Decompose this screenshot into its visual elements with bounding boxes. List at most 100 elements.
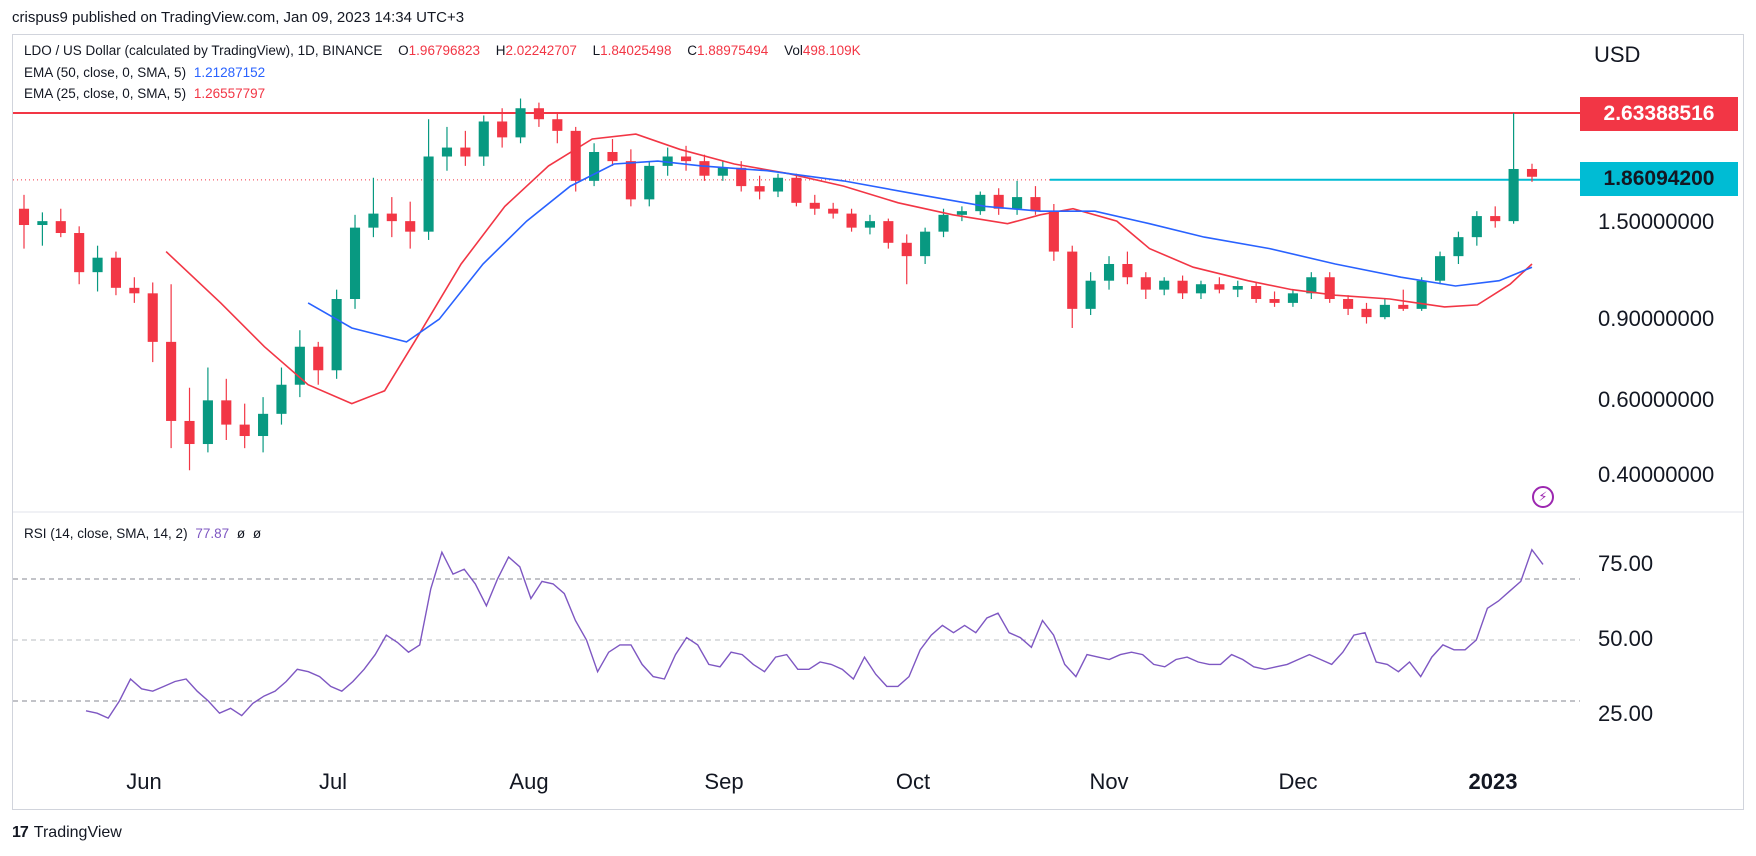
candle-body (313, 346, 324, 371)
candle-body (368, 213, 379, 228)
candle-body (405, 221, 416, 232)
rsi-tick-75: 75.00 (1598, 551, 1654, 576)
candle-body (478, 121, 489, 157)
candle-body (349, 227, 361, 300)
ema25-value: 1.26557797 (193, 86, 266, 101)
candle-body (37, 221, 48, 226)
low-value: 1.84025498 (600, 43, 672, 58)
ema50-value: 1.21287152 (193, 65, 266, 80)
candle-body (754, 186, 765, 192)
candle-body (589, 151, 600, 181)
candle-body (202, 400, 213, 445)
candle-body (993, 194, 1004, 209)
candle-body (864, 221, 876, 228)
candle-body (386, 213, 397, 222)
candle-body (1343, 299, 1354, 309)
candle-body (1214, 284, 1225, 290)
candle-body (699, 161, 710, 176)
rsi-pane (13, 548, 1580, 719)
candle-body (1361, 308, 1372, 318)
candle-body (1508, 168, 1519, 222)
candle-body (1251, 286, 1262, 300)
month-label-nov: Nov (1089, 769, 1129, 794)
candle-body (736, 167, 747, 187)
candle-body (1434, 256, 1446, 281)
candle-body (331, 299, 342, 371)
candle-body (1067, 251, 1078, 309)
candle-body (1306, 277, 1317, 294)
footer-brand[interactable]: 17 TradingView (12, 824, 122, 842)
candle-body (883, 221, 894, 243)
candle-body (772, 177, 784, 192)
current-price-tag: 1.86094200 (1580, 162, 1738, 196)
candle-body (1526, 168, 1538, 177)
candle-body (920, 231, 931, 257)
volume-label: Vol (784, 43, 803, 58)
candle-body (1269, 299, 1280, 303)
rsi-value: 77.87 (195, 526, 230, 541)
candle-body (1379, 304, 1390, 318)
chart-canvas[interactable] (13, 35, 1743, 809)
candle-body (294, 346, 305, 385)
candle-body (1122, 263, 1133, 278)
price-tick-1: 1.50000000 (1598, 209, 1715, 234)
price-pane (13, 98, 1743, 513)
month-label-jun: Jun (126, 769, 162, 794)
lightning-icon[interactable]: ⚡ (1532, 486, 1554, 508)
candle-body (625, 161, 636, 200)
candle-body (74, 233, 85, 273)
candle-body (1048, 211, 1059, 252)
ema50-label: EMA (50, close, 0, SMA, 5) (24, 65, 187, 80)
candle-body (791, 177, 802, 203)
ema50-line (307, 160, 1533, 343)
candle-body (846, 213, 857, 228)
ema25-label: EMA (25, close, 0, SMA, 5) (24, 86, 187, 101)
candle-body (1398, 304, 1409, 309)
candle-body (129, 287, 140, 294)
candle-body (680, 156, 692, 162)
open-value: 1.96796823 (408, 43, 480, 58)
candle-body (717, 167, 728, 176)
candle-body (552, 119, 563, 131)
month-label-dec: Dec (1278, 769, 1318, 794)
symbol-title: LDO / US Dollar (calculated by TradingVi… (24, 43, 383, 58)
candle-body (276, 384, 287, 414)
candle-body (1012, 197, 1023, 209)
candle-body (239, 424, 250, 437)
candle-body (184, 420, 195, 445)
candle-body (92, 257, 103, 273)
candle-body (1416, 280, 1427, 309)
candle-body (497, 121, 508, 138)
candle-body (607, 151, 618, 162)
candle-body (1103, 263, 1115, 281)
month-label-oct: Oct (895, 769, 931, 794)
candle-body (1177, 280, 1188, 294)
candle-body (110, 257, 122, 288)
open-label: O (398, 43, 409, 58)
candle-body (258, 413, 269, 437)
candle-body (55, 221, 66, 234)
candle-body (1159, 280, 1170, 290)
candle-body (1232, 286, 1243, 290)
ema25-line (165, 133, 1533, 405)
rsi-tick-50: 50.00 (1598, 626, 1654, 651)
candle-body (166, 341, 177, 421)
candle-body (570, 130, 581, 181)
candle-body (1453, 237, 1464, 257)
high-value: 2.02242707 (505, 43, 577, 58)
candle-body (938, 214, 949, 232)
candle-body (662, 156, 673, 166)
candle-body (1195, 284, 1207, 294)
candle-body (515, 108, 526, 138)
chart-frame (12, 34, 1744, 810)
candle-body (975, 194, 986, 212)
low-label: L (592, 43, 601, 58)
ema25-legend: EMA (25, close, 0, SMA, 5) 1.26557797 (24, 86, 265, 101)
month-label-2023: 2023 (1468, 769, 1518, 794)
candle-body (1490, 216, 1501, 222)
candle-body (533, 108, 544, 120)
candle-body (18, 208, 30, 226)
candle-body (423, 156, 434, 232)
candle-body (460, 147, 471, 157)
currency-label: USD (1594, 42, 1641, 67)
